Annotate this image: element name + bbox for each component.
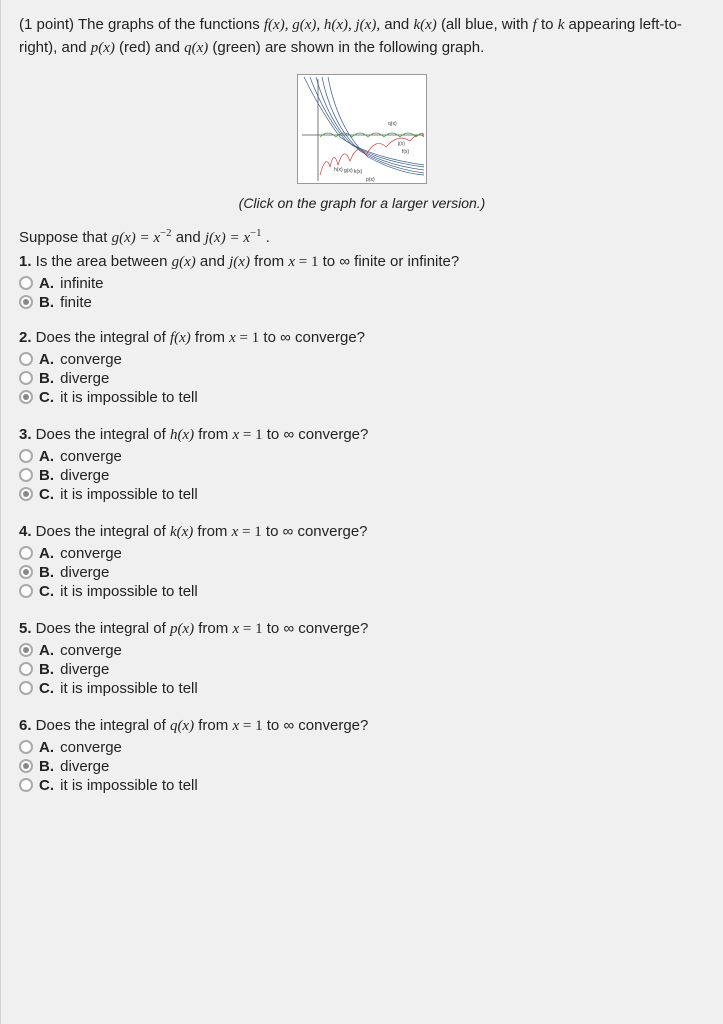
intro-part1: The graphs of the functions: [78, 16, 264, 33]
question-5: 5. Does the integral of p(x) from x = 1 …: [19, 620, 705, 697]
question-text: 5. Does the integral of p(x) from x = 1 …: [19, 620, 705, 638]
radio-button[interactable]: [19, 584, 33, 598]
question-text: 2. Does the integral of f(x) from x = 1 …: [19, 329, 705, 347]
question-6: 6. Does the integral of q(x) from x = 1 …: [19, 717, 705, 794]
option-label: C. it is impossible to tell: [39, 680, 198, 697]
intro-green: (green) are shown in the following graph…: [212, 39, 484, 56]
graph-container: q(x) j(x) f(x) h(x) g(x) k(x) p(x): [19, 74, 705, 189]
option-row[interactable]: B. diverge: [19, 564, 705, 581]
question-2: 2. Does the integral of f(x) from x = 1 …: [19, 329, 705, 406]
suppose-end: .: [266, 229, 270, 246]
intro-funcs-blue: f(x), g(x), h(x), j(x),: [264, 17, 380, 33]
points-label: (1 point): [19, 16, 74, 33]
radio-button[interactable]: [19, 740, 33, 754]
option-label: A. converge: [39, 642, 122, 659]
intro-text: (1 point) The graphs of the functions f(…: [19, 14, 705, 60]
option-row[interactable]: A. converge: [19, 448, 705, 465]
option-label: C. it is impossible to tell: [39, 777, 198, 794]
suppose-pre: Suppose that: [19, 229, 112, 246]
option-label: B. finite: [39, 294, 92, 311]
option-row[interactable]: B. diverge: [19, 661, 705, 678]
option-label: C. it is impossible to tell: [39, 389, 198, 406]
option-row[interactable]: C. it is impossible to tell: [19, 486, 705, 503]
radio-button[interactable]: [19, 643, 33, 657]
option-label: A. infinite: [39, 275, 104, 292]
problem-page: (1 point) The graphs of the functions f(…: [0, 0, 723, 1024]
graph-label-h: h(x): [334, 167, 343, 173]
graph-svg: q(x) j(x) f(x) h(x) g(x) k(x) p(x): [298, 75, 427, 184]
option-row[interactable]: A. converge: [19, 739, 705, 756]
option-row[interactable]: A. converge: [19, 351, 705, 368]
option-label: C. it is impossible to tell: [39, 486, 198, 503]
radio-button[interactable]: [19, 487, 33, 501]
option-row[interactable]: A. converge: [19, 545, 705, 562]
intro-f: f: [533, 17, 537, 33]
suppose-jx: j(x) = x−1: [205, 230, 262, 246]
option-label: A. converge: [39, 448, 122, 465]
radio-button[interactable]: [19, 565, 33, 579]
option-row[interactable]: B. diverge: [19, 758, 705, 775]
option-row[interactable]: B. diverge: [19, 467, 705, 484]
radio-button[interactable]: [19, 449, 33, 463]
option-label: B. diverge: [39, 467, 109, 484]
graph-label-f: f(x): [402, 149, 410, 155]
graph-thumbnail[interactable]: q(x) j(x) f(x) h(x) g(x) k(x) p(x): [297, 74, 427, 184]
option-row[interactable]: A. converge: [19, 642, 705, 659]
option-label: A. converge: [39, 739, 122, 756]
intro-red: (red) and: [119, 39, 184, 56]
option-row[interactable]: C. it is impossible to tell: [19, 389, 705, 406]
question-text: 4. Does the integral of k(x) from x = 1 …: [19, 523, 705, 541]
question-text: 1. Is the area between g(x) and j(x) fro…: [19, 253, 705, 271]
questions-list: 1. Is the area between g(x) and j(x) fro…: [19, 253, 705, 794]
intro-k: k(x): [413, 17, 436, 33]
radio-button[interactable]: [19, 371, 33, 385]
intro-bluenote: (all blue, with: [441, 16, 533, 33]
intro-p: p(x): [91, 40, 115, 56]
radio-button[interactable]: [19, 295, 33, 309]
graph-label-k: k(x): [354, 169, 363, 175]
question-3: 3. Does the integral of h(x) from x = 1 …: [19, 426, 705, 503]
option-row[interactable]: C. it is impossible to tell: [19, 583, 705, 600]
graph-label-q: q(x): [388, 121, 397, 127]
suppose-line: Suppose that g(x) = x−2 and j(x) = x−1 .: [19, 227, 705, 247]
radio-button[interactable]: [19, 759, 33, 773]
option-label: B. diverge: [39, 564, 109, 581]
graph-label-g: g(x): [344, 168, 353, 174]
radio-button[interactable]: [19, 276, 33, 290]
radio-button[interactable]: [19, 352, 33, 366]
intro-and1: and: [384, 16, 413, 33]
question-1: 1. Is the area between g(x) and j(x) fro…: [19, 253, 705, 311]
radio-button[interactable]: [19, 681, 33, 695]
radio-button[interactable]: [19, 778, 33, 792]
option-label: B. diverge: [39, 758, 109, 775]
suppose-gx: g(x) = x−2: [112, 230, 172, 246]
intro-q: q(x): [184, 40, 208, 56]
option-row[interactable]: C. it is impossible to tell: [19, 680, 705, 697]
option-row[interactable]: C. it is impossible to tell: [19, 777, 705, 794]
radio-button[interactable]: [19, 390, 33, 404]
question-text: 6. Does the integral of q(x) from x = 1 …: [19, 717, 705, 735]
graph-label-j: j(x): [397, 141, 405, 147]
option-label: C. it is impossible to tell: [39, 583, 198, 600]
option-row[interactable]: B. diverge: [19, 370, 705, 387]
option-row[interactable]: B. finite: [19, 294, 705, 311]
option-label: B. diverge: [39, 370, 109, 387]
graph-caption: (Click on the graph for a larger version…: [19, 195, 705, 211]
suppose-mid: and: [176, 229, 205, 246]
option-label: A. converge: [39, 545, 122, 562]
option-label: B. diverge: [39, 661, 109, 678]
radio-button[interactable]: [19, 468, 33, 482]
option-row[interactable]: A. infinite: [19, 275, 705, 292]
graph-label-p: p(x): [366, 177, 375, 183]
radio-button[interactable]: [19, 662, 33, 676]
question-text: 3. Does the integral of h(x) from x = 1 …: [19, 426, 705, 444]
question-4: 4. Does the integral of k(x) from x = 1 …: [19, 523, 705, 600]
intro-to: to: [541, 16, 558, 33]
radio-button[interactable]: [19, 546, 33, 560]
option-label: A. converge: [39, 351, 122, 368]
intro-kplain: k: [558, 17, 565, 33]
